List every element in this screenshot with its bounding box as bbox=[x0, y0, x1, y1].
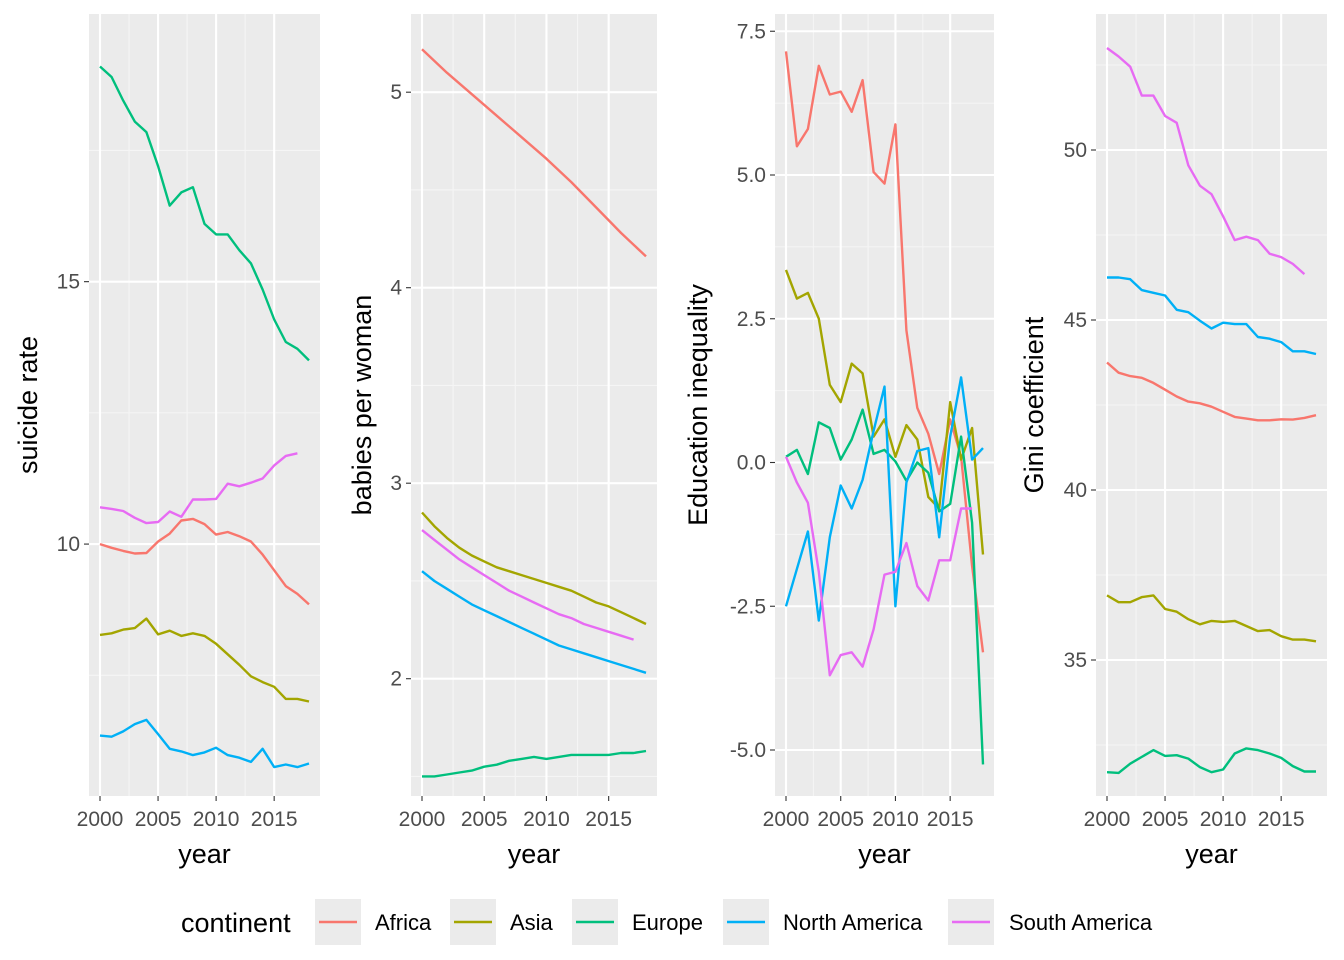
legend-item-north-america: North America bbox=[723, 899, 923, 945]
x-tick-label: 2000 bbox=[763, 808, 810, 831]
series-line-africa bbox=[421, 48, 647, 258]
series-line-asia bbox=[99, 617, 310, 703]
x-tick-label: 2000 bbox=[399, 808, 446, 831]
panel-background bbox=[411, 14, 657, 796]
x-tick-label: 2010 bbox=[872, 808, 919, 831]
x-axis-label: year bbox=[858, 839, 911, 869]
series-line-north-america bbox=[99, 718, 310, 769]
y-axis-label: Gini coefficient bbox=[1019, 316, 1049, 493]
legend-label-africa: Africa bbox=[375, 910, 432, 935]
x-tick-label: 2010 bbox=[523, 808, 570, 831]
panel-background bbox=[89, 14, 320, 796]
x-tick-label: 2015 bbox=[1258, 808, 1305, 831]
legend: continent Africa Asia Europe North America So… bbox=[181, 899, 1153, 945]
series-line-asia bbox=[784, 269, 985, 555]
y-tick-label: 4 bbox=[390, 277, 402, 300]
series-line-africa bbox=[784, 51, 985, 653]
series-line-africa bbox=[1106, 361, 1317, 422]
series-line-south-america bbox=[1106, 47, 1306, 276]
y-tick-label: 15 bbox=[57, 271, 80, 294]
legend-label-asia: Asia bbox=[510, 910, 554, 935]
legend-item-asia: Asia bbox=[450, 899, 554, 945]
y-tick-label: 35 bbox=[1064, 649, 1087, 672]
x-tick-label: 2015 bbox=[927, 808, 974, 831]
series-line-north-america bbox=[421, 570, 647, 674]
x-axis-label: year bbox=[1185, 839, 1238, 869]
panel-3: 2000 2005 2010 2015 -5.0 -2.5 0.0 2.5 5.0 7.5 year… bbox=[683, 14, 994, 869]
series-line-europe bbox=[1106, 747, 1316, 775]
series-line-north-america bbox=[1107, 276, 1317, 356]
x-tick-label: 2000 bbox=[1084, 808, 1131, 831]
series-line-south-america bbox=[99, 452, 298, 525]
series-line-asia bbox=[421, 511, 647, 626]
x-tick-label: 2000 bbox=[77, 808, 124, 831]
series-line-south-america bbox=[784, 456, 973, 677]
series-line-asia bbox=[1106, 594, 1317, 643]
series-line-africa bbox=[99, 517, 310, 606]
panel-1: 2000 2005 2010 2015 10 15 year suicide rate bbox=[13, 14, 320, 869]
x-tick-label: 2010 bbox=[1200, 808, 1247, 831]
x-tick-label: 2005 bbox=[817, 808, 864, 831]
x-axis-label: year bbox=[178, 839, 231, 869]
y-tick-label: 50 bbox=[1064, 139, 1087, 162]
panel-2: 2000 2005 2010 2015 2 3 4 5 year babies per woman bbox=[347, 14, 657, 869]
legend-label-south-america: South America bbox=[1009, 910, 1153, 935]
series-line-south-america bbox=[421, 529, 634, 641]
y-tick-label: 45 bbox=[1064, 309, 1087, 332]
y-tick-label: -5.0 bbox=[730, 739, 766, 762]
x-tick-label: 2005 bbox=[135, 808, 182, 831]
panel-4: 2000 2005 2010 2015 35 40 45 50 year Gini coeffic… bbox=[1019, 14, 1327, 869]
y-tick-label: 10 bbox=[57, 533, 80, 556]
x-tick-label: 2015 bbox=[251, 808, 298, 831]
y-tick-label: -2.5 bbox=[730, 595, 766, 618]
x-tick-label: 2005 bbox=[461, 808, 508, 831]
series-line-europe bbox=[422, 749, 647, 778]
y-axis-label: babies per woman bbox=[347, 295, 377, 516]
series-line-north-america bbox=[784, 376, 984, 622]
x-tick-label: 2005 bbox=[1142, 808, 1189, 831]
y-axis-label: Education inequality bbox=[683, 284, 713, 526]
y-axis-label: suicide rate bbox=[13, 336, 43, 474]
legend-label-europe: Europe bbox=[632, 910, 703, 935]
legend-item-africa: Africa bbox=[315, 899, 432, 945]
x-tick-label: 2015 bbox=[585, 808, 632, 831]
x-tick-label: 2010 bbox=[193, 808, 240, 831]
y-tick-label: 2 bbox=[390, 668, 402, 691]
y-tick-label: 5 bbox=[390, 81, 402, 104]
y-tick-label: 2.5 bbox=[737, 308, 766, 331]
x-axis-label: year bbox=[508, 839, 561, 869]
legend-item-south-america: South America bbox=[948, 899, 1153, 945]
y-tick-label: 0.0 bbox=[737, 452, 766, 475]
y-tick-label: 40 bbox=[1064, 479, 1087, 502]
series-line-europe bbox=[785, 408, 985, 765]
legend-label-north-america: North America bbox=[783, 910, 923, 935]
y-tick-label: 5.0 bbox=[737, 164, 766, 187]
y-tick-label: 3 bbox=[390, 472, 402, 495]
y-tick-label: 7.5 bbox=[737, 20, 766, 43]
legend-title: continent bbox=[181, 908, 291, 938]
series-line-europe bbox=[99, 65, 310, 362]
legend-item-europe: Europe bbox=[572, 899, 703, 945]
